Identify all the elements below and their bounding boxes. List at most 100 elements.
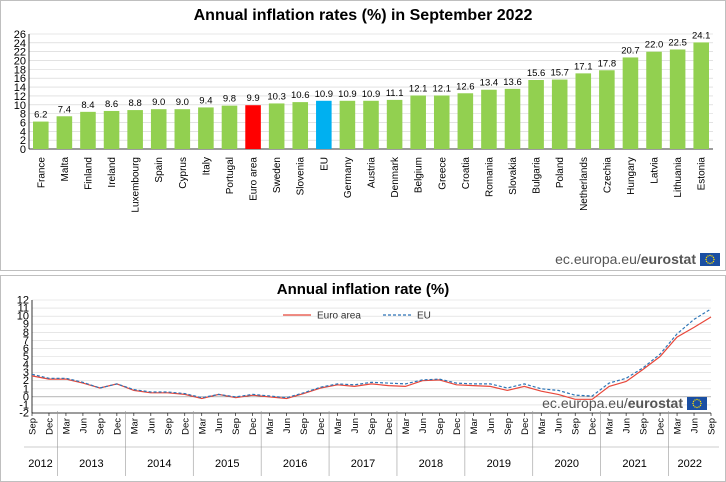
- y-tick-label: 16: [14, 73, 26, 85]
- bar-value-label: 8.6: [105, 99, 118, 110]
- month-label: Sep: [639, 418, 650, 435]
- month-label: Sep: [299, 418, 310, 435]
- y-tick-label: 24: [14, 38, 26, 50]
- category-label: Slovakia: [508, 157, 519, 195]
- y-tick-label: 8: [23, 327, 29, 339]
- bar-value-label: 22.0: [645, 40, 664, 51]
- month-label: Dec: [112, 418, 123, 435]
- month-label: Jun: [282, 418, 293, 433]
- source-credit: ec.europa.eu/eurostat: [542, 395, 683, 411]
- bar-value-label: 10.6: [291, 90, 310, 101]
- bar: [33, 121, 49, 149]
- category-label: Austria: [367, 157, 378, 189]
- eu-flag-star-icon: [694, 399, 696, 401]
- month-label: Jun: [622, 418, 633, 433]
- month-label: Sep: [707, 418, 718, 435]
- bar-value-label: 24.1: [692, 30, 711, 41]
- bar: [150, 109, 167, 149]
- year-label: 2013: [79, 458, 103, 470]
- month-label: Mar: [401, 418, 412, 434]
- y-tick-label: 2: [23, 375, 29, 387]
- eu-flag-star-icon: [698, 399, 700, 401]
- month-label: Dec: [44, 418, 55, 435]
- category-label: Romania: [484, 157, 495, 197]
- month-label: Dec: [656, 418, 667, 435]
- bar-value-label: 10.9: [362, 89, 381, 100]
- series-line-eu: [31, 308, 712, 399]
- eu-flag-star-icon: [698, 406, 700, 408]
- bar-value-label: 8.8: [129, 98, 142, 109]
- bar: [268, 103, 285, 149]
- y-tick-label: 1: [23, 383, 29, 395]
- y-tick-label: 14: [14, 82, 26, 94]
- bar-value-label: 10.3: [267, 91, 286, 102]
- y-tick-label: 22: [14, 47, 26, 59]
- year-label: 2015: [215, 458, 239, 470]
- month-label: Sep: [367, 418, 378, 435]
- category-label: Netherlands: [579, 157, 590, 211]
- category-label: Luxembourg: [131, 157, 142, 213]
- source-credit: ec.europa.eu/eurostat: [555, 251, 696, 267]
- bar-value-label: 20.7: [621, 45, 640, 56]
- category-label: Ireland: [107, 157, 118, 188]
- series-line-euro-area: [31, 316, 712, 400]
- eu-flag-icon: [687, 397, 707, 410]
- bar-value-label: 10.9: [338, 89, 357, 100]
- bar-value-label: 15.6: [527, 68, 546, 79]
- category-label: Italy: [201, 157, 212, 175]
- y-tick-label: 2: [20, 135, 26, 147]
- bar: [599, 70, 615, 149]
- eu-flag-star-icon: [705, 258, 707, 261]
- eu-flag-star-icon: [707, 255, 709, 257]
- bar-value-label: 12.1: [409, 83, 428, 94]
- bar: [410, 95, 426, 149]
- category-label: Greece: [437, 157, 448, 190]
- category-label: EU: [319, 157, 330, 171]
- eu-flag-star-icon: [705, 260, 708, 263]
- source-prefix: ec.europa.eu/: [542, 395, 628, 411]
- bar-value-label: 15.7: [550, 68, 569, 79]
- source-prefix: ec.europa.eu/: [555, 251, 641, 267]
- line-chart-title: Annual inflation rate (%): [276, 281, 450, 298]
- bar: [693, 42, 709, 149]
- y-tick-label: 10: [17, 311, 29, 323]
- category-label: Cyprus: [178, 157, 189, 189]
- month-label: Dec: [520, 418, 531, 435]
- month-label: Jun: [146, 418, 157, 433]
- eu-flag-star-icon: [700, 402, 702, 405]
- eu-flag-star-icon: [699, 400, 702, 403]
- y-tick-label: 0: [20, 144, 26, 156]
- bar-value-label: 13.4: [480, 78, 499, 89]
- year-label: 2014: [147, 458, 171, 470]
- year-label: 2021: [622, 458, 646, 470]
- month-label: Dec: [452, 418, 463, 435]
- y-tick-label: 4: [23, 359, 29, 371]
- month-label: Dec: [588, 418, 599, 435]
- bar: [363, 100, 379, 149]
- bar: [56, 116, 73, 149]
- month-label: Mar: [673, 418, 684, 434]
- bar-value-label: 17.8: [598, 58, 617, 69]
- bar: [669, 49, 686, 149]
- year-label: 2017: [351, 458, 375, 470]
- eu-flag-star-icon: [712, 260, 715, 263]
- month-label: Jun: [78, 418, 89, 433]
- eu-flag-star-icon: [692, 400, 695, 403]
- category-label: Portugal: [225, 157, 236, 194]
- month-label: Mar: [265, 418, 276, 434]
- month-label: Jun: [486, 418, 497, 433]
- eu-flag-star-icon: [709, 262, 711, 265]
- year-label: 2016: [283, 458, 307, 470]
- source-brand: eurostat: [641, 251, 697, 267]
- y-tick-label: 10: [14, 100, 26, 112]
- category-label: Spain: [154, 157, 165, 183]
- month-label: Sep: [28, 418, 39, 435]
- category-label: Poland: [555, 157, 566, 188]
- bar: [174, 109, 191, 149]
- bar-value-label: 9.8: [223, 94, 236, 105]
- eu-flag-star-icon: [692, 404, 695, 407]
- month-label: Sep: [163, 418, 174, 435]
- month-label: Sep: [95, 418, 106, 435]
- category-label: Finland: [83, 157, 94, 190]
- eu-flag-star-icon: [707, 262, 709, 264]
